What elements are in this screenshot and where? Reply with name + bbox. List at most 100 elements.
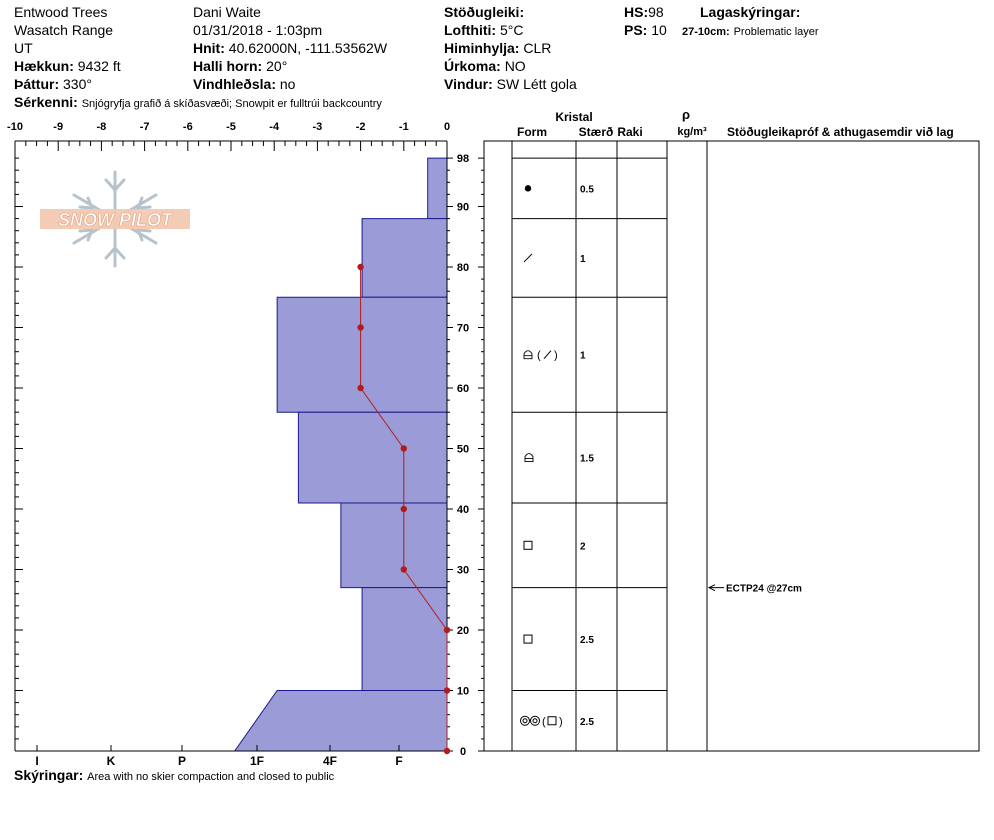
temp-tick-label: -3 [313, 121, 323, 133]
snowpilot-logo: SNOW PILOT [40, 170, 190, 268]
stability-label: Stöðugleiki: [444, 4, 525, 20]
grain-decomposing-icon [543, 350, 552, 360]
height-tick-label: 70 [457, 323, 469, 335]
form-header: Form [517, 125, 547, 139]
hardness-tick-label: P [178, 754, 186, 768]
coords-label: Hnit: [193, 40, 225, 56]
stability-test-label: ECTP24 @27cm [726, 584, 802, 595]
temperature-point [357, 384, 364, 392]
wind-loading-value: no [279, 76, 296, 92]
height-tick-label: 40 [457, 504, 469, 516]
temp-tick-label: -1 [399, 121, 409, 133]
wind-loading-row: Vindhleðsla: no [193, 75, 295, 93]
hardness-layer [297, 411, 448, 504]
layer-notes-label: Lagaskýringar: [700, 4, 801, 20]
size-header: Stærð [579, 125, 614, 139]
air-temp-row: Lofthiti: 5°C [444, 21, 523, 39]
density-header: kg/m³ [677, 126, 707, 138]
grain-size-label: 2.5 [580, 635, 594, 646]
sky-label: Himinhylja: [444, 40, 520, 56]
tests-header: Stöðugleikapróf & athugasemdir við lag [727, 125, 954, 139]
layer-note-row: 27-10cm: Problematic layer [682, 21, 819, 41]
hardness-tick-label: I [35, 754, 38, 768]
temperature-profile [357, 263, 451, 755]
logo-text: SNOW PILOT [58, 210, 174, 230]
temperature-point [443, 747, 451, 755]
height-tick-label: 30 [457, 565, 469, 577]
temperature-point [443, 626, 451, 634]
hardness-layers [233, 157, 448, 752]
wind-value: SW Létt gola [496, 76, 577, 92]
features-label: Sérkenni: [14, 94, 78, 110]
hardness-tick-label: F [395, 754, 402, 768]
layer-row: 2.5 [523, 634, 594, 646]
coords-value: 40.62000N, -111.53562W [228, 40, 388, 56]
grain-size-label: 1 [580, 351, 586, 362]
location-name: Entwood Trees [14, 4, 108, 20]
aspect-label: Þáttur: [14, 76, 60, 92]
slope-label: Halli horn: [193, 58, 263, 74]
temperature-point [400, 505, 407, 513]
notes-label: Skýringar: [14, 767, 84, 783]
temp-tick-label: -6 [183, 121, 193, 133]
layer-row: () 1 [523, 350, 586, 362]
temp-tick-label: -4 [269, 121, 280, 133]
hardness-layer [233, 690, 448, 752]
grain-mixed-form-icon [524, 453, 534, 463]
grain-secondary-paren: ( [537, 350, 541, 362]
observer-name: Dani Waite [193, 4, 261, 20]
height-tick-label: 0 [460, 746, 466, 758]
temp-tick-label: -7 [140, 121, 150, 133]
notes-value: Area with no skier compaction and closed… [87, 771, 335, 783]
wind-loading-label: Vindhleðsla: [193, 76, 276, 92]
ps-label: PS: [624, 22, 648, 38]
temperature-point [357, 263, 364, 271]
height-tick-label: 90 [457, 202, 469, 214]
logo-banner [40, 209, 190, 229]
hardness-layer [361, 218, 448, 298]
grain-size-label: 0.5 [580, 184, 594, 195]
grain-secondary-paren: ) [559, 716, 563, 728]
profile-frame [14, 141, 448, 752]
temperature-point [400, 566, 407, 573]
grain-size-label: 2.5 [580, 717, 594, 728]
height-tick-label: 98 [457, 153, 469, 165]
grain-secondary-paren: ) [554, 350, 558, 362]
grain-meltfreeze-icon [532, 718, 538, 724]
range-name: Wasatch Range [14, 22, 114, 38]
grain-size-label: 1 [580, 254, 586, 265]
temperature-point [357, 324, 364, 331]
hardness-tick-label: K [107, 754, 116, 768]
grain-meltfreeze-icon [522, 718, 528, 724]
hs-row: HS:98 [624, 3, 664, 21]
ps-value: 10 [651, 22, 667, 38]
stability-arrow-icon [707, 584, 716, 592]
grain-meltfreeze-icon [520, 715, 530, 726]
grain-secondary-paren: ( [542, 716, 546, 728]
air-temp-value: 5°C [499, 22, 524, 38]
grain-faceted-icon [523, 540, 533, 550]
aspect-value: 330° [63, 76, 92, 92]
stability-row: Stöðugleiki: [444, 3, 524, 21]
height-axis: 0 10 20 30 40 50 60 70 80 90 98 [447, 153, 484, 758]
grain-round-icon [524, 185, 532, 192]
layer-note-range: 27-10cm: [682, 26, 730, 38]
wind-label: Vindur: [444, 76, 493, 92]
hardness-tick-label: 4F [323, 754, 337, 768]
rho-header: ρ [682, 107, 690, 122]
temperature-point [443, 687, 451, 694]
temp-tick-label: 0 [444, 121, 450, 133]
temperature-point [400, 445, 407, 452]
state-name: UT [14, 40, 33, 56]
elevation-value: 9432 ft [77, 58, 121, 74]
elevation-label: Hækkun: [14, 58, 74, 74]
layer-row: 0.5 [524, 184, 594, 195]
layer-note-text: Problematic layer [733, 26, 819, 38]
temperature-axis: -10 -9 -8 -7 -6 -5 -4 -3 -2 -1 0 [7, 121, 450, 151]
air-temp-label: Lofthiti: [444, 22, 497, 38]
wind-row: Vindur: SW Létt gola [444, 75, 577, 93]
grain-faceted-icon [547, 716, 557, 726]
layer-row: 2 [523, 540, 586, 552]
sky-row: Himinhylja: CLR [444, 39, 551, 57]
